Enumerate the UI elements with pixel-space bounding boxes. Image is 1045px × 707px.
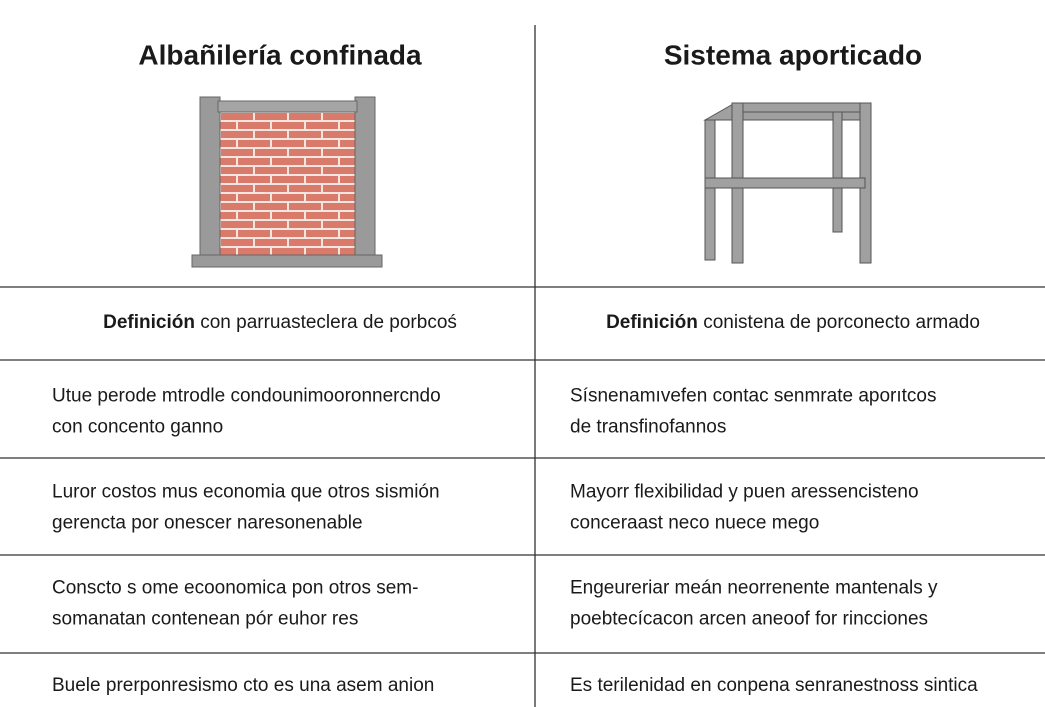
- cell-text: poebtecícacon arcen aneoof for rinccione…: [570, 609, 928, 630]
- cell-text: Mayorr flexibilidad y puen aressencisten…: [570, 482, 919, 503]
- cell-text: Es terilenidad en conpena senranestnoss …: [570, 675, 978, 696]
- cell-text: Utue perode mtrodle condounimooronnercnd…: [52, 386, 441, 407]
- cell-text: Sísnenamıvefen contac senmrate aporıtcos: [570, 386, 936, 407]
- frame-illustration: [703, 102, 872, 264]
- cell-text: Buele prerponresismo cto es una asem ani…: [52, 675, 434, 696]
- definition-label: Definición: [103, 312, 195, 333]
- cell-text: Luror costos mus economia que otros sism…: [52, 482, 440, 503]
- cell-text: conceraast neco nuece mego: [570, 513, 819, 534]
- definition-body: conistena de porconecto armado: [703, 312, 980, 333]
- definition-text: Definición conistena de porconecto armad…: [606, 312, 980, 333]
- column-title: Sistema aporticado: [664, 39, 922, 70]
- cell-text: Engeureriar meán neorrenente mantenals y: [570, 578, 938, 599]
- cell-text: somanatan contenean pór euhor res: [52, 609, 358, 630]
- cell-text: Conscto s ome ecoonomica pon otros sem-: [52, 578, 418, 599]
- definition-text: Definición con parruasteclera de porbcoś: [103, 312, 457, 333]
- column-title: Albañilería confinada: [138, 39, 422, 70]
- masonry-wall-illustration: [191, 96, 383, 268]
- definition-label: Definición: [606, 312, 698, 333]
- cell-text: de transfinofannos: [570, 417, 726, 438]
- cell-text: con concento ganno: [52, 417, 223, 438]
- cell-text: gerencta por onescer naresonenable: [52, 513, 363, 534]
- definition-body: con parruasteclera de porbcoś: [200, 312, 457, 333]
